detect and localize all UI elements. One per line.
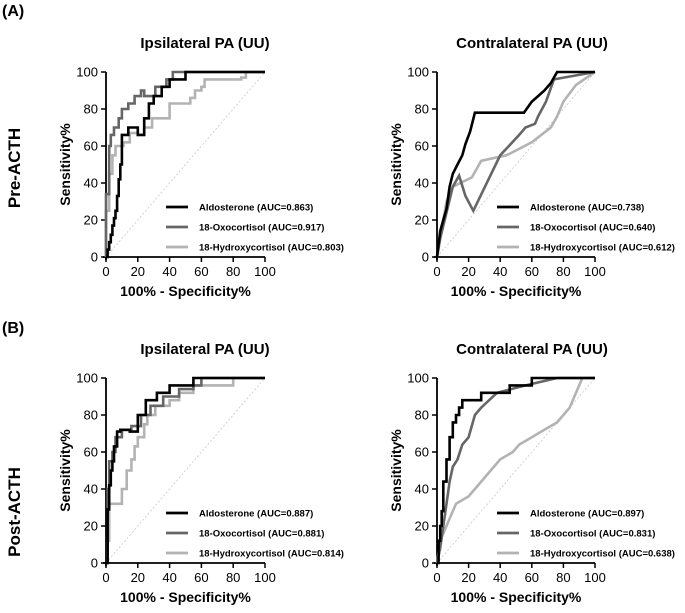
- legend-label: 18-Oxocortisol (AUC=0.917): [199, 223, 324, 234]
- legend-label: 18-Oxocortisol (AUC=0.640): [530, 223, 655, 234]
- legend-label: 18-Hydroxycortisol (AUC=0.638): [530, 549, 675, 560]
- y-tick-label: 100: [76, 65, 98, 80]
- legend-label: Aldosterone (AUC=0.738): [530, 203, 644, 214]
- legend-label: 18-Oxocortisol (AUC=0.881): [199, 529, 324, 540]
- y-tick-label: 80: [84, 408, 98, 423]
- y-axis-title: Sensitivity%: [388, 429, 404, 512]
- x-tick-label: 100: [584, 264, 606, 279]
- x-tick-label: 100: [254, 570, 276, 585]
- x-tick-label: 40: [493, 264, 507, 279]
- x-axis-title: 100% - Specificity%: [451, 283, 582, 299]
- y-tick-label: 20: [415, 519, 429, 534]
- x-tick-label: 0: [102, 570, 109, 585]
- chart-panel-1: Ipsilateral PA (UU) 0 20 40 60 80 100 0 20 40 60 80…: [57, 35, 344, 299]
- x-tick-label: 20: [461, 570, 475, 585]
- y-tick-label: 0: [91, 556, 98, 571]
- x-tick-label: 40: [493, 570, 507, 585]
- roc-curve-2: [435, 376, 595, 564]
- y-tick-label: 40: [84, 482, 98, 497]
- roc-curve-1: [106, 70, 265, 259]
- x-tick-label: 20: [461, 264, 475, 279]
- x-tick-label: 0: [102, 264, 109, 279]
- roc-curve-2: [104, 70, 265, 257]
- x-tick-label: 100: [254, 264, 276, 279]
- y-tick-label: 80: [415, 408, 429, 423]
- x-tick-label: 80: [556, 570, 570, 585]
- roc-curve-3: [435, 376, 595, 564]
- chart-panel-4: Contralateral PA (UU) 0 20 40 60 80 100 0 20 40 60…: [388, 341, 675, 605]
- x-tick-label: 40: [162, 264, 176, 279]
- chart-title: Ipsilateral PA (UU): [140, 341, 269, 358]
- chart-title: Contralateral PA (UU): [456, 35, 608, 52]
- y-tick-label: 100: [407, 371, 429, 386]
- roc-curve-1: [435, 70, 595, 258]
- y-tick-label: 80: [84, 102, 98, 117]
- x-tick-label: 80: [226, 264, 240, 279]
- y-tick-label: 20: [415, 213, 429, 228]
- chart-title: Ipsilateral PA (UU): [140, 35, 269, 52]
- x-tick-label: 20: [131, 570, 145, 585]
- reference-diagonal: [436, 377, 596, 564]
- reference-diagonal: [105, 71, 266, 258]
- x-tick-label: 60: [525, 264, 539, 279]
- x-tick-label: 20: [131, 264, 145, 279]
- x-tick-label: 60: [525, 570, 539, 585]
- y-tick-label: 60: [84, 139, 98, 154]
- x-tick-label: 100: [584, 570, 606, 585]
- y-tick-label: 0: [422, 250, 429, 265]
- x-tick-label: 60: [194, 264, 208, 279]
- row-label-pre-acth: Pre-ACTH: [5, 128, 24, 208]
- y-tick-label: 40: [415, 176, 429, 191]
- legend-label: Aldosterone (AUC=0.887): [199, 509, 313, 520]
- reference-diagonal: [436, 71, 596, 258]
- legend-label: Aldosterone (AUC=0.863): [199, 203, 313, 214]
- chart-panel-2: Contralateral PA (UU) 0 20 40 60 80 100 0 20 40 60…: [388, 35, 675, 299]
- y-axis-title: Sensitivity%: [57, 429, 73, 512]
- section-label-b: (B): [2, 320, 24, 337]
- roc-curve-3: [104, 70, 265, 257]
- legend-label: Aldosterone (AUC=0.897): [530, 509, 644, 520]
- y-tick-label: 20: [84, 213, 98, 228]
- x-tick-label: 80: [556, 264, 570, 279]
- y-tick-label: 60: [84, 445, 98, 460]
- row-label-post-acth: Post-ACTH: [5, 467, 24, 557]
- legend-label: 18-Hydroxycortisol (AUC=0.612): [530, 243, 675, 254]
- x-tick-label: 0: [433, 570, 440, 585]
- legend-label: 18-Oxocortisol (AUC=0.831): [530, 529, 655, 540]
- y-axis-title: Sensitivity%: [57, 123, 73, 206]
- y-tick-label: 0: [422, 556, 429, 571]
- y-axis-title: Sensitivity%: [388, 123, 404, 206]
- roc-curve-2: [435, 70, 596, 258]
- y-tick-label: 20: [84, 519, 98, 534]
- reference-diagonal: [105, 377, 266, 564]
- y-tick-label: 40: [84, 176, 98, 191]
- roc-curve-2: [106, 376, 265, 565]
- x-axis-title: 100% - Specificity%: [120, 589, 251, 605]
- y-tick-label: 60: [415, 445, 429, 460]
- x-axis-title: 100% - Specificity%: [120, 283, 251, 299]
- section-label-a: (A): [2, 3, 24, 20]
- roc-curve-1: [437, 376, 595, 565]
- roc-curve-3: [106, 376, 265, 565]
- legend-label: 18-Hydroxycortisol (AUC=0.814): [199, 549, 344, 560]
- chart-title: Contralateral PA (UU): [456, 341, 608, 358]
- y-tick-label: 40: [415, 482, 429, 497]
- y-tick-label: 100: [76, 371, 98, 386]
- x-axis-title: 100% - Specificity%: [451, 589, 582, 605]
- roc-curve-1: [106, 376, 265, 565]
- legend-label: 18-Hydroxycortisol (AUC=0.803): [199, 243, 344, 254]
- y-tick-label: 100: [407, 65, 429, 80]
- y-tick-label: 60: [415, 139, 429, 154]
- y-tick-label: 80: [415, 102, 429, 117]
- x-tick-label: 60: [194, 570, 208, 585]
- x-tick-label: 80: [226, 570, 240, 585]
- y-tick-label: 0: [91, 250, 98, 265]
- x-tick-label: 40: [162, 570, 176, 585]
- x-tick-label: 0: [433, 264, 440, 279]
- chart-panel-3: Ipsilateral PA (UU) 0 20 40 60 80 100 0 20 40 60 80…: [57, 341, 344, 605]
